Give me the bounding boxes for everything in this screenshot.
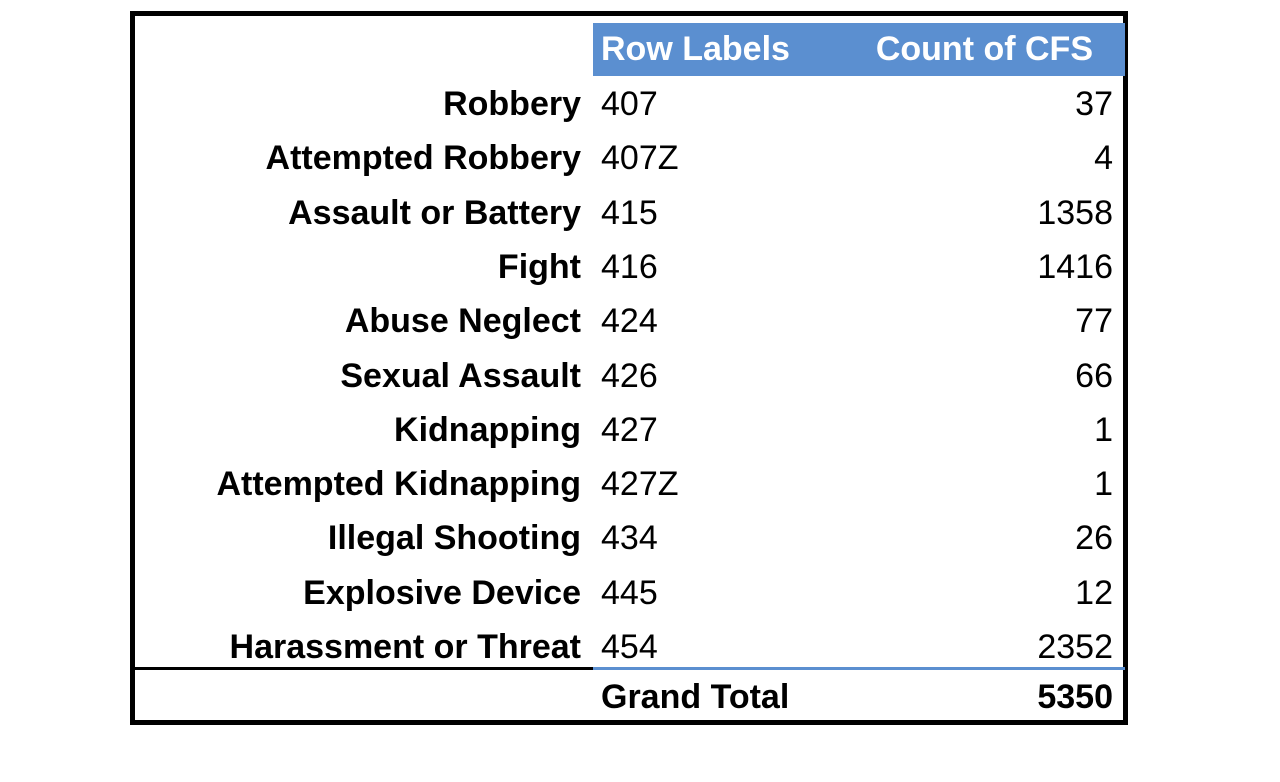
row-count: 26 (1075, 519, 1113, 558)
row-description: Robbery (443, 85, 581, 123)
row-description: Abuse Neglect (344, 302, 581, 341)
row-code[interactable]: 407Z (601, 139, 679, 178)
grand-total-row: Grand Total 5350 (135, 672, 1123, 722)
row-count: 1358 (1037, 193, 1113, 232)
row-description: Kidnapping (394, 410, 581, 449)
pivot-table: Row Labels Count of CFS Robbery 407 37 Atte… (130, 11, 1128, 725)
table-row: Robbery 407 37 (135, 77, 1123, 131)
row-description: Illegal Shooting (327, 519, 581, 558)
table-row: Fight 416 1416 (135, 240, 1123, 294)
row-code[interactable]: 415 (601, 193, 658, 232)
total-divider-left (135, 667, 593, 670)
row-description: Harassment or Threat (229, 628, 581, 666)
total-divider-right (593, 667, 1125, 670)
row-code[interactable]: 424 (601, 302, 658, 341)
row-code[interactable]: 427 (601, 410, 658, 449)
row-code[interactable]: 454 (601, 628, 658, 666)
row-code[interactable]: 407 (601, 85, 658, 123)
row-count: 66 (1075, 356, 1113, 395)
row-code[interactable]: 426 (601, 356, 658, 395)
row-description: Assault or Battery (288, 193, 581, 232)
row-description: Explosive Device (303, 573, 581, 612)
row-code[interactable]: 416 (601, 247, 658, 286)
row-count: 4 (1094, 139, 1113, 178)
row-count: 1416 (1037, 247, 1113, 286)
row-code[interactable]: 427Z (601, 465, 679, 504)
row-description: Sexual Assault (340, 356, 581, 395)
table-row: Assault or Battery 415 1358 (135, 186, 1123, 240)
row-count: 1 (1094, 410, 1113, 449)
table-row: Attempted Robbery 407Z 4 (135, 131, 1123, 185)
row-code[interactable]: 434 (601, 519, 658, 558)
header-band (593, 23, 1125, 76)
row-description: Attempted Kidnapping (216, 465, 581, 504)
row-count: 77 (1075, 302, 1113, 341)
row-count: 2352 (1037, 628, 1113, 666)
table-row: Illegal Shooting 434 26 (135, 511, 1123, 565)
table-row: Explosive Device 445 12 (135, 566, 1123, 620)
row-description: Fight (497, 247, 581, 286)
table-row: Attempted Kidnapping 427Z 1 (135, 457, 1123, 511)
row-count: 1 (1094, 465, 1113, 504)
row-count: 12 (1075, 573, 1113, 612)
grand-total-value: 5350 (1037, 678, 1113, 716)
header-count-of-cfs[interactable]: Count of CFS (875, 30, 1093, 68)
table-row: Sexual Assault 426 66 (135, 349, 1123, 403)
header-row-labels[interactable]: Row Labels (601, 30, 790, 68)
table-row: Harassment or Threat 454 2352 (135, 620, 1123, 674)
row-code[interactable]: 445 (601, 573, 658, 612)
grand-total-label: Grand Total (601, 678, 790, 716)
row-count: 37 (1075, 85, 1113, 123)
table-row: Abuse Neglect 424 77 (135, 294, 1123, 348)
table-row: Kidnapping 427 1 (135, 403, 1123, 457)
row-description: Attempted Robbery (265, 139, 581, 178)
